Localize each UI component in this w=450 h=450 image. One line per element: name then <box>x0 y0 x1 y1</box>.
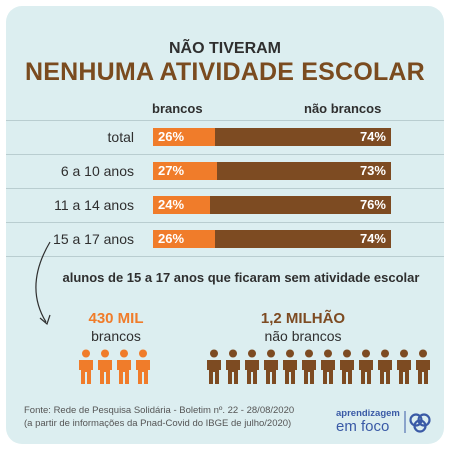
person-icon <box>264 349 278 384</box>
person-icon <box>79 349 93 384</box>
page-title: NENHUMA ATIVIDADE ESCOLAR <box>25 58 425 86</box>
curved-arrow-icon <box>35 241 51 326</box>
data-label: 74% <box>359 129 386 144</box>
data-label: 26% <box>158 231 185 246</box>
row-divider <box>6 154 444 155</box>
data-label: 24% <box>158 197 185 212</box>
bar-nao-brancos: 76% <box>210 196 391 214</box>
data-label: 26% <box>158 129 185 144</box>
source-line1: Fonte: Rede de Pesquisa Solidária - Bole… <box>24 405 295 416</box>
bar-nao-brancos: 74% <box>214 128 391 146</box>
logo-line1: aprendizagem <box>336 408 400 419</box>
data-label: 74% <box>359 231 386 246</box>
person-icon <box>98 349 112 384</box>
category-label: 11 a 14 anos <box>54 197 134 213</box>
row-divider <box>6 120 444 121</box>
person-icon <box>207 349 221 384</box>
person-icon <box>321 349 335 384</box>
chart-row: 11 a 14 anos 24% 76% <box>6 188 444 222</box>
person-icon <box>226 349 240 384</box>
count-brancos: 430 MIL brancos <box>76 310 156 344</box>
category-label: 6 a 10 anos <box>60 163 134 179</box>
person-icon <box>283 349 297 384</box>
person-icon <box>136 349 150 384</box>
category-label: 15 a 17 anos <box>53 231 134 247</box>
people-nao-brancos <box>207 349 430 384</box>
infographic-card: NÃO TIVERAM NENHUMA ATIVIDADE ESCOLAR br… <box>6 6 444 444</box>
count-nao-brancos: 1,2 MILHÃO não brancos <box>248 310 358 344</box>
legend-nao-brancos: não brancos <box>304 101 382 116</box>
person-icon <box>416 349 430 384</box>
count-brancos-label: brancos <box>91 328 141 344</box>
bar-brancos: 27% <box>153 162 218 180</box>
data-label: 76% <box>359 197 386 212</box>
category-label: total <box>107 129 134 145</box>
bar-brancos: 24% <box>153 196 211 214</box>
chart-row: total 26% 74% <box>6 120 444 154</box>
row-divider <box>6 222 444 223</box>
brand-logo: aprendizagem em foco <box>336 408 400 434</box>
bar-brancos: 26% <box>153 128 215 146</box>
chart-row: 15 a 17 anos 26% 74% <box>6 222 444 256</box>
bar-nao-brancos: 73% <box>217 162 391 180</box>
person-icon <box>359 349 373 384</box>
person-icon <box>378 349 392 384</box>
count-nao-brancos-value: 1,2 MILHÃO <box>260 310 346 327</box>
legend-brancos: brancos <box>152 101 203 116</box>
person-icon <box>340 349 354 384</box>
heading-line1: NÃO TIVERAM <box>169 40 281 57</box>
person-icon <box>302 349 316 384</box>
people-brancos <box>79 349 150 384</box>
count-brancos-value: 430 MIL <box>88 310 144 327</box>
bar-nao-brancos: 74% <box>214 230 391 248</box>
source-note: Fonte: Rede de Pesquisa Solidária - Bole… <box>24 404 294 430</box>
person-icon <box>245 349 259 384</box>
data-label: 27% <box>158 163 185 178</box>
chart-row: 6 a 10 anos 27% 73% <box>6 154 444 188</box>
count-nao-brancos-label: não brancos <box>264 328 342 344</box>
highlight-subtitle: alunos de 15 a 17 anos que ficaram sem a… <box>62 270 420 285</box>
source-line2: (a partir de informações da Pnad-Covid d… <box>24 418 292 429</box>
data-label: 73% <box>359 163 386 178</box>
bar-brancos: 26% <box>153 230 215 248</box>
logo-mark-icon <box>404 411 431 433</box>
row-divider <box>6 188 444 189</box>
row-divider <box>6 256 444 257</box>
person-icon <box>397 349 411 384</box>
logo-line2: em foco <box>336 418 390 435</box>
person-icon <box>117 349 131 384</box>
